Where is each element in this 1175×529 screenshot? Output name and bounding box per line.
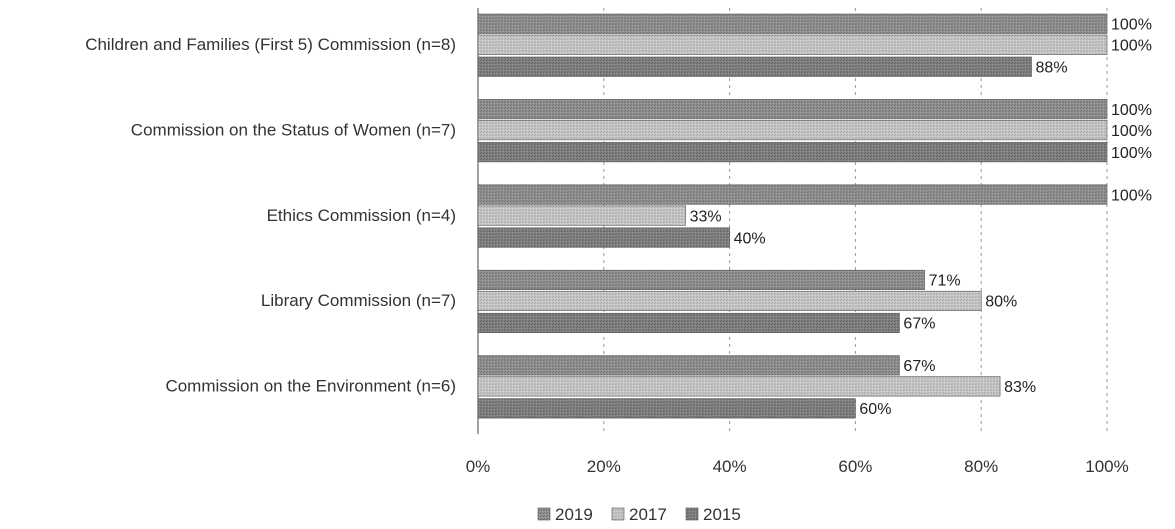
data-label: 83% xyxy=(1004,379,1036,396)
bar xyxy=(477,205,686,226)
x-tick-label: 0% xyxy=(466,457,491,476)
data-label-bg xyxy=(983,292,1017,310)
data-label: 67% xyxy=(903,316,935,333)
category-label: Library Commission (n=7) xyxy=(261,291,456,310)
data-label-bg xyxy=(1109,36,1151,54)
legend-label: 2019 xyxy=(555,505,593,524)
data-label-bg xyxy=(1109,15,1151,33)
data-label-bg xyxy=(1033,58,1067,76)
x-tick-label: 20% xyxy=(587,457,621,476)
legend-swatch xyxy=(611,507,625,521)
data-label: 100% xyxy=(1111,38,1152,55)
x-tick-label: 60% xyxy=(838,457,872,476)
bar xyxy=(477,120,1108,141)
data-label-bg xyxy=(1109,143,1151,161)
bar xyxy=(477,290,982,312)
data-label: 60% xyxy=(859,401,891,418)
data-label-bg xyxy=(731,228,765,247)
data-label: 100% xyxy=(1111,102,1152,119)
x-tick-label: 80% xyxy=(964,457,998,476)
bar xyxy=(477,376,1001,397)
bar xyxy=(477,34,1108,55)
data-label-bg xyxy=(1109,100,1151,118)
data-label: 100% xyxy=(1111,123,1152,140)
category-label: Children and Families (First 5) Commissi… xyxy=(85,35,456,54)
data-label-bg xyxy=(1002,377,1036,396)
legend-swatch xyxy=(537,507,551,521)
data-label: 71% xyxy=(929,273,961,290)
bar xyxy=(477,56,1032,77)
bar xyxy=(477,355,900,376)
legend-label: 2015 xyxy=(703,505,741,524)
category-label: Commission on the Status of Women (n=7) xyxy=(131,120,456,139)
bar xyxy=(477,269,925,291)
x-tick-label: 100% xyxy=(1085,457,1128,476)
legend-swatch xyxy=(685,507,699,521)
data-label: 100% xyxy=(1111,145,1152,162)
category-label: Ethics Commission (n=4) xyxy=(267,206,456,225)
data-label: 33% xyxy=(690,208,722,225)
bar xyxy=(477,184,1108,205)
data-label: 80% xyxy=(985,294,1017,311)
data-label: 67% xyxy=(903,358,935,375)
labels: 0% 20% 40% 60% 80% 100% Children and Families … xyxy=(85,15,1152,476)
bars xyxy=(477,13,1108,419)
data-label: 100% xyxy=(1111,17,1152,34)
data-label-bg xyxy=(901,356,935,375)
data-label-bg xyxy=(857,399,891,418)
data-label-bg xyxy=(1109,121,1151,139)
data-label-bg xyxy=(1109,185,1151,204)
data-label: 88% xyxy=(1036,60,1068,77)
legend: 2019 2017 2015 xyxy=(537,505,741,524)
data-label-bg xyxy=(926,271,960,289)
bar xyxy=(477,312,900,334)
category-label: Commission on the Environment (n=6) xyxy=(165,377,456,396)
bar xyxy=(477,142,1108,163)
bar xyxy=(477,99,1108,120)
data-label-bg xyxy=(687,206,721,225)
bar xyxy=(477,227,730,248)
legend-label: 2017 xyxy=(629,505,667,524)
x-tick-label: 40% xyxy=(713,457,747,476)
data-label: 40% xyxy=(734,230,766,247)
data-label: 100% xyxy=(1111,187,1152,204)
bar xyxy=(477,398,856,419)
bar xyxy=(477,13,1108,34)
data-label-bg xyxy=(901,314,935,332)
